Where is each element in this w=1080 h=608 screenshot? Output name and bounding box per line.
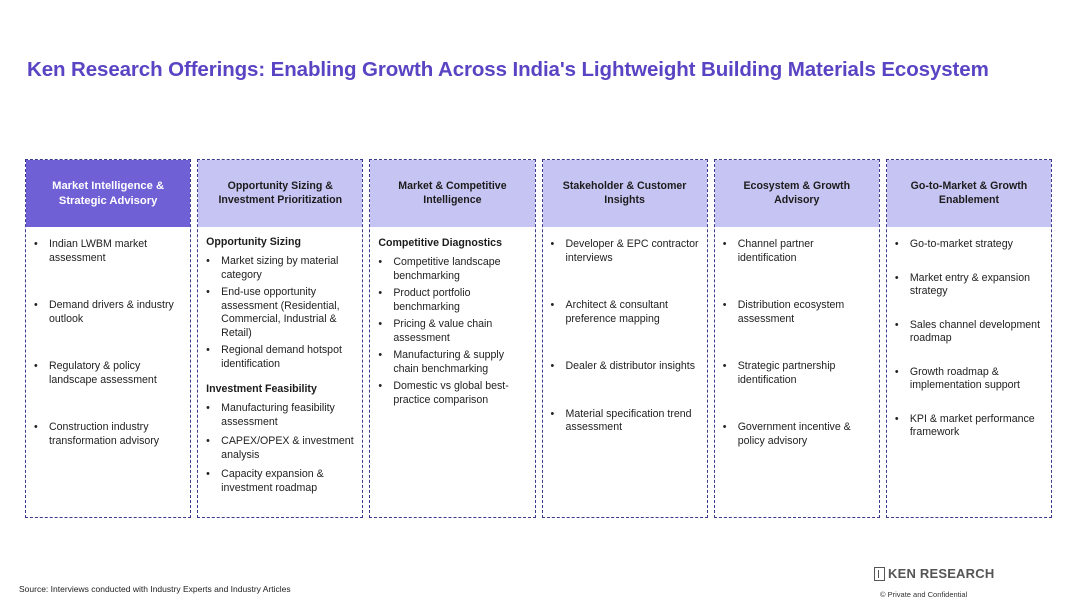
list-item: Indian LWBM market assessment	[34, 238, 182, 265]
bullet-list: Manufacturing feasibility assessment CAP…	[206, 402, 354, 495]
section-heading: Investment Feasibility	[206, 383, 317, 395]
bullet-list: Competitive landscape benchmarking Produ…	[378, 256, 526, 407]
column-header: Market Intelligence & Strategic Advisory	[26, 160, 191, 227]
list-item: Growth roadmap & implementation support	[895, 366, 1043, 393]
column-header: Ecosystem & Growth Advisory	[714, 160, 879, 227]
list-item: Market sizing by material category	[206, 255, 354, 282]
logo-text: KEN RESEARCH	[888, 566, 995, 581]
bullet-list: Developer & EPC contractor interviews Ar…	[551, 238, 699, 435]
offerings-columns: Market Intelligence & Strategic Advisory…	[25, 159, 1053, 518]
bullet-list: Channel partner identification Distribut…	[723, 238, 871, 448]
list-item: Product portfolio benchmarking	[378, 287, 526, 314]
list-item: Manufacturing feasibility assessment	[206, 402, 354, 429]
column-opportunity-sizing: Opportunity Sizing & Investment Prioriti…	[197, 159, 364, 518]
list-item: End-use opportunity assessment (Resident…	[206, 286, 354, 340]
column-stakeholder-insights: Stakeholder & Customer Insights Develope…	[541, 159, 708, 518]
list-item: Regional demand hotspot identification	[206, 344, 354, 371]
ken-research-logo: KEN RESEARCH	[874, 566, 994, 581]
list-item: Construction industry transformation adv…	[34, 421, 182, 448]
page-title: Ken Research Offerings: Enabling Growth …	[27, 58, 989, 81]
list-item: Developer & EPC contractor interviews	[551, 238, 699, 265]
list-item: Sales channel development roadmap	[895, 319, 1043, 346]
list-item: Dealer & distributor insights	[551, 360, 699, 374]
list-item: Strategic partnership identification	[723, 360, 871, 387]
list-item: Domestic vs global best-practice compari…	[378, 380, 526, 407]
section-heading: Competitive Diagnostics	[378, 237, 502, 249]
column-go-to-market: Go-to-Market & Growth Enablement Go-to-m…	[885, 159, 1053, 518]
list-item: Pricing & value chain assessment	[378, 318, 526, 345]
column-header: Opportunity Sizing & Investment Prioriti…	[198, 160, 363, 227]
list-item: Material specification trend assessment	[551, 408, 699, 435]
column-header: Stakeholder & Customer Insights	[542, 160, 707, 227]
list-item: Demand drivers & industry outlook	[34, 299, 182, 326]
list-item: Government incentive & policy advisory	[723, 421, 871, 448]
list-item: Manufacturing & supply chain benchmarkin…	[378, 349, 526, 376]
list-item: Capacity expansion & investment roadmap	[206, 468, 354, 495]
bullet-list: Market sizing by material category End-u…	[206, 255, 354, 371]
list-item: KPI & market performance framework	[895, 413, 1043, 440]
bullet-list: Indian LWBM market assessment Demand dri…	[34, 238, 182, 448]
list-item: Go-to-market strategy	[895, 238, 1043, 252]
column-competitive-intelligence: Market & Competitive Intelligence Compet…	[369, 159, 536, 518]
column-market-intelligence: Market Intelligence & Strategic Advisory…	[25, 159, 192, 518]
list-item: Regulatory & policy landscape assessment	[34, 360, 182, 387]
source-note: Source: Interviews conducted with Indust…	[19, 584, 291, 594]
confidential-note: © Private and Confidential	[880, 590, 968, 599]
bullet-list: Go-to-market strategy Market entry & exp…	[895, 238, 1043, 440]
list-item: Architect & consultant preference mappin…	[551, 299, 699, 326]
list-item: Channel partner identification	[723, 238, 871, 265]
list-item: Distribution ecosystem assessment	[723, 299, 871, 326]
column-ecosystem-advisory: Ecosystem & Growth Advisory Channel part…	[713, 159, 880, 518]
list-item: Market entry & expansion strategy	[895, 272, 1043, 299]
section-heading: Opportunity Sizing	[206, 236, 301, 248]
logo-mark-icon	[874, 566, 885, 581]
list-item: CAPEX/OPEX & investment analysis	[206, 435, 354, 462]
column-header: Market & Competitive Intelligence	[370, 160, 535, 227]
list-item: Competitive landscape benchmarking	[378, 256, 526, 283]
column-header: Go-to-Market & Growth Enablement	[886, 160, 1052, 227]
